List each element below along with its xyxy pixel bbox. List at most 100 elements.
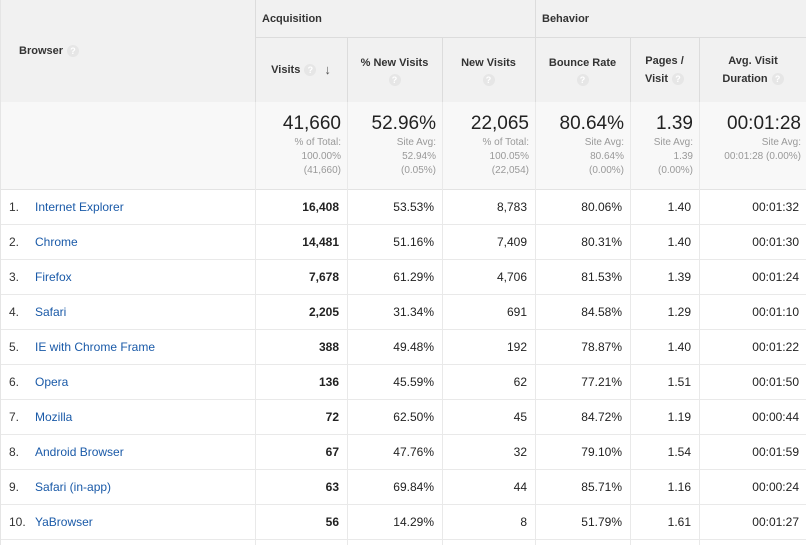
pages-visit-cell: 1.29 <box>667 305 691 319</box>
new-visits-column-header[interactable]: New Visits ? <box>442 38 535 102</box>
sort-down-arrow-icon[interactable]: ↓ <box>324 62 331 77</box>
total-visits: 41,660 % of Total: 100.00% (41,660) <box>282 113 341 176</box>
pages-visit-cell: 1.51 <box>667 375 691 389</box>
total-new-visits-pct: 52.96% Site Avg: 52.94% (0.05%) <box>371 113 436 176</box>
browser-link[interactable]: Safari (in-app) <box>35 480 112 494</box>
bounce-rate-cell: 78.87% <box>581 340 622 354</box>
browser-link[interactable]: IE with Chrome Frame <box>35 340 156 354</box>
bounce-rate-header-label: Bounce Rate <box>548 57 617 69</box>
browser-link[interactable]: Android Browser <box>35 445 124 459</box>
table-row: 8. Android Browser 67 47.76% 32 79.10% 1… <box>1 435 806 470</box>
help-icon[interactable]: ? <box>576 74 589 86</box>
avg-duration-cell: 00:01:24 <box>752 270 799 284</box>
pages-visit-cell: 1.39 <box>667 270 691 284</box>
new-visits-cell: 7,409 <box>496 235 527 249</box>
table-row: 1. Internet Explorer 16,408 53.53% 8,783… <box>1 190 806 225</box>
browser-column-header[interactable]: Browser ? <box>1 0 255 102</box>
table-row: 5. IE with Chrome Frame 388 49.48% 192 7… <box>1 330 806 365</box>
avg-duration-cell: 00:01:32 <box>752 200 799 214</box>
table-row: 4. Safari 2,205 31.34% 691 84.58% 1.29 0… <box>1 295 806 330</box>
new-visits-cell: 62 <box>513 375 527 389</box>
browser-link[interactable]: Firefox <box>35 270 72 284</box>
bounce-rate-cell: 80.06% <box>581 200 622 214</box>
duration-header-line2: Duration <box>722 73 768 85</box>
avg-duration-cell: 00:01:59 <box>752 445 799 459</box>
visits-cell: 2,205 <box>308 305 339 319</box>
pages-visit-cell: 1.16 <box>667 480 691 494</box>
pages-visit-cell: 1.61 <box>667 515 691 529</box>
row-index: 10. <box>9 515 26 529</box>
new-visits-pct-header-label: % New Visits <box>360 57 429 69</box>
new-visits-header-label: New Visits <box>461 57 516 69</box>
acquisition-group-header: Acquisition <box>255 0 535 38</box>
table-row: 6. Opera 136 45.59% 62 77.21% 1.51 00:01… <box>1 365 806 400</box>
pages-visit-cell: 1.54 <box>667 445 691 459</box>
visits-cell: 136 <box>318 375 339 389</box>
new-visits-cell: 4,706 <box>496 270 527 284</box>
totals-row: 41,660 % of Total: 100.00% (41,660) 52.9… <box>1 102 806 190</box>
avg-duration-cell: 00:01:22 <box>752 340 799 354</box>
browser-header-label: Browser <box>19 45 64 57</box>
bounce-rate-cell: 81.53% <box>581 270 622 284</box>
bounce-rate-column-header[interactable]: Bounce Rate ? <box>535 38 630 102</box>
browser-link[interactable]: Safari <box>35 305 67 319</box>
new-visits-pct-cell: 62.50% <box>393 410 434 424</box>
new-visits-pct-cell: 69.84% <box>393 480 434 494</box>
total-bounce-rate: 80.64% Site Avg: 80.64% (0.00%) <box>559 113 624 176</box>
total-new-visits: 22,065 % of Total: 100.05% (22,054) <box>470 113 529 176</box>
row-index: 5. <box>9 340 20 354</box>
visits-cell: 56 <box>325 515 339 529</box>
pages-header-line1: Pages / <box>645 55 684 67</box>
browser-rows: 1. Internet Explorer 16,408 53.53% 8,783… <box>1 190 806 540</box>
bounce-rate-cell: 84.72% <box>581 410 622 424</box>
browser-link[interactable]: Opera <box>35 375 69 389</box>
help-icon[interactable]: ? <box>672 73 685 86</box>
visits-cell: 14,481 <box>302 235 339 249</box>
pages-visit-column-header[interactable]: Pages / Visit? <box>630 38 699 102</box>
bounce-rate-cell: 84.58% <box>581 305 622 319</box>
help-icon[interactable]: ? <box>67 45 80 57</box>
avg-duration-column-header[interactable]: Avg. Visit Duration? <box>699 38 806 102</box>
browser-link[interactable]: Mozilla <box>35 410 73 424</box>
browser-link[interactable]: Internet Explorer <box>35 200 124 214</box>
bounce-rate-cell: 79.10% <box>581 445 622 459</box>
pages-visit-cell: 1.40 <box>667 235 691 249</box>
browser-link[interactable]: YaBrowser <box>35 515 93 529</box>
new-visits-pct-column-header[interactable]: % New Visits ? <box>347 38 442 102</box>
new-visits-cell: 44 <box>513 480 527 494</box>
acquisition-label: Acquisition <box>262 13 322 25</box>
new-visits-cell: 8,783 <box>496 200 527 214</box>
avg-duration-cell: 00:00:44 <box>752 410 799 424</box>
total-avg-duration: 00:01:28 Site Avg: 00:01:28 (0.00%) <box>724 113 801 162</box>
row-index: 8. <box>9 445 20 459</box>
bounce-rate-cell: 77.21% <box>581 375 622 389</box>
row-index: 1. <box>9 200 20 214</box>
visits-header-label: Visits <box>271 64 301 76</box>
new-visits-pct-cell: 45.59% <box>393 375 434 389</box>
new-visits-pct-cell: 14.29% <box>393 515 434 529</box>
new-visits-pct-cell: 47.76% <box>393 445 434 459</box>
help-icon[interactable]: ? <box>304 64 317 76</box>
visits-cell: 388 <box>318 340 339 354</box>
new-visits-pct-cell: 61.29% <box>393 270 434 284</box>
new-visits-pct-cell: 49.48% <box>393 340 434 354</box>
avg-duration-cell: 00:01:30 <box>752 235 799 249</box>
behavior-label: Behavior <box>542 13 590 25</box>
table-row: 7. Mozilla 72 62.50% 45 84.72% 1.19 00:0… <box>1 400 806 435</box>
new-visits-cell: 45 <box>513 410 527 424</box>
help-icon[interactable]: ? <box>482 74 495 86</box>
visits-column-header[interactable]: Visits ? ↓ <box>255 38 347 102</box>
bounce-rate-cell: 85.71% <box>581 480 622 494</box>
visits-cell: 63 <box>325 480 339 494</box>
browser-link[interactable]: Chrome <box>35 235 78 249</box>
help-icon[interactable]: ? <box>771 73 784 86</box>
visits-cell: 16,408 <box>302 200 339 214</box>
help-icon[interactable]: ? <box>388 74 401 86</box>
row-index: 9. <box>9 480 20 494</box>
duration-header-line1: Avg. Visit <box>728 55 778 67</box>
visits-cell: 72 <box>325 410 339 424</box>
avg-duration-cell: 00:01:27 <box>752 515 799 529</box>
row-index: 4. <box>9 305 20 319</box>
avg-duration-cell: 00:01:10 <box>752 305 799 319</box>
